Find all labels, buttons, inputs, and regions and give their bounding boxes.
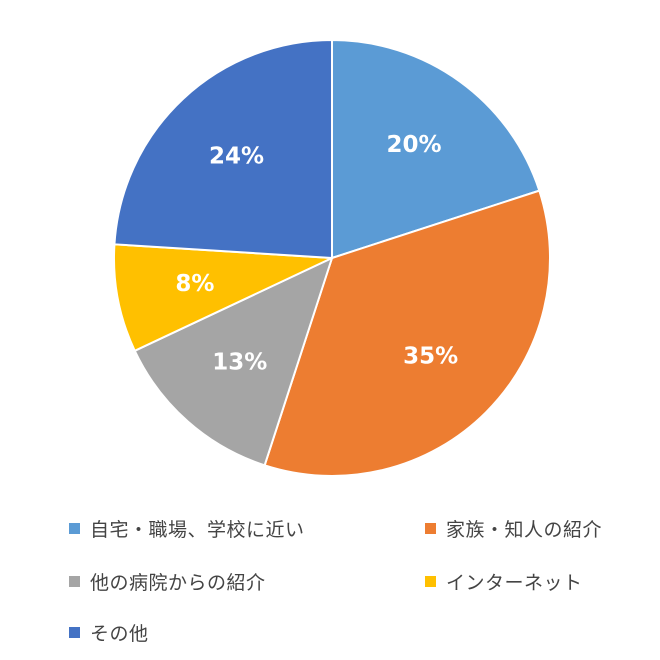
legend-swatch (425, 576, 436, 587)
data-label: 8% (175, 271, 214, 297)
pie-slices (113, 38, 551, 477)
legend-item-hospital-referral: 他の病院からの紹介 (69, 568, 266, 595)
slice-internet (113, 243, 333, 353)
legend-label: その他 (90, 623, 149, 645)
pie-chart: 20% 35% 13% 8% 24% (113, 38, 551, 477)
legend-swatch (425, 523, 436, 534)
slice-other (113, 38, 333, 260)
legend-swatch (69, 627, 80, 638)
slice-nearby (331, 38, 541, 260)
legend-item-family-referral: 家族・知人の紹介 (425, 515, 602, 542)
legend-item-internet: インターネット (425, 568, 583, 595)
legend-item-nearby: 自宅・職場、学校に近い (69, 515, 305, 542)
legend-item-other: その他 (69, 619, 149, 646)
legend-label: 自宅・職場、学校に近い (90, 519, 305, 541)
slice-hospital-referral (133, 256, 334, 467)
legend-label: 家族・知人の紹介 (446, 519, 603, 541)
legend-swatch (69, 576, 80, 587)
data-label: 20% (386, 132, 441, 158)
legend-label: インターネット (446, 572, 583, 594)
slice-family-referral (263, 189, 551, 477)
data-label: 24% (209, 143, 264, 169)
legend-swatch (69, 523, 80, 534)
legend-label: 他の病院からの紹介 (90, 572, 266, 594)
data-label: 13% (212, 350, 267, 376)
data-label: 35% (403, 344, 458, 370)
pie-data-labels: 20% 35% 13% 8% 24% (175, 132, 458, 376)
